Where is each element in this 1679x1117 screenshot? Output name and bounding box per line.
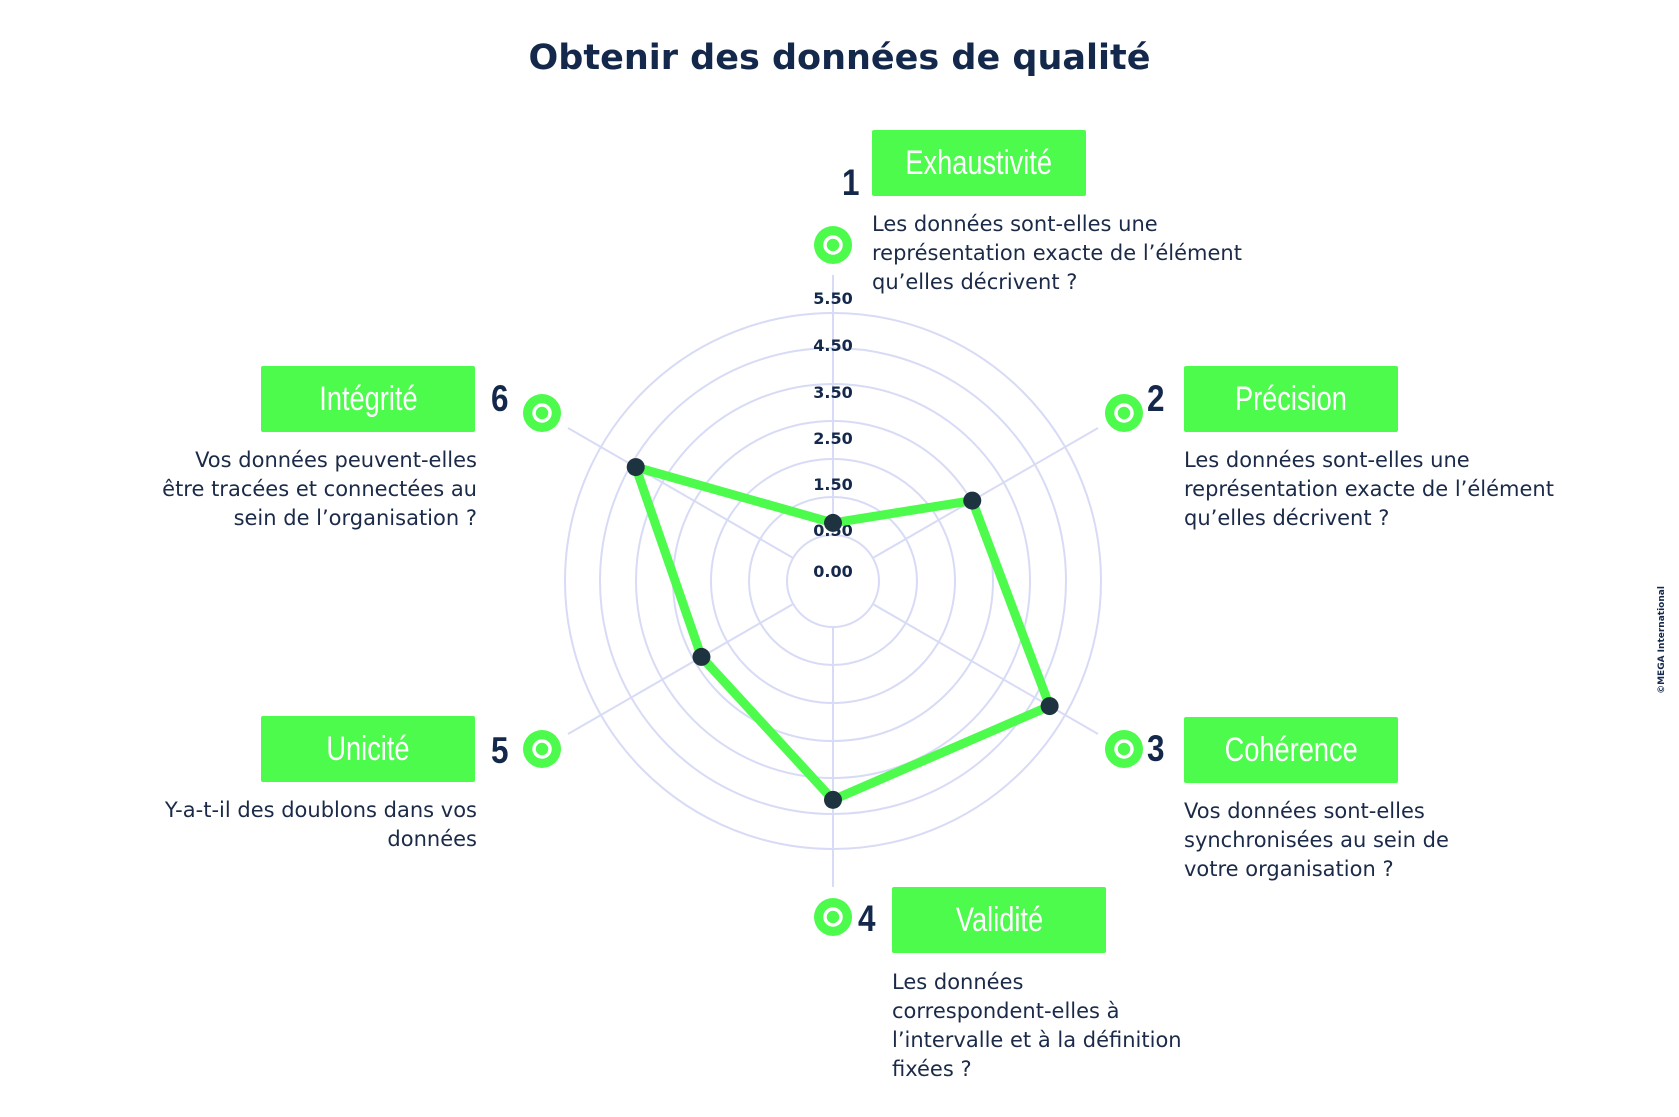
tick-label: 1.50 <box>813 475 852 494</box>
tick-label: 0.00 <box>813 562 852 581</box>
data-point-4 <box>824 790 842 809</box>
axis-marker-2-icon <box>1104 394 1143 432</box>
axis-marker-1-icon <box>814 226 852 264</box>
axis-marker-4-icon <box>814 898 852 936</box>
number-3: 3 <box>1147 728 1165 769</box>
series-points <box>626 458 1059 809</box>
number-5: 5 <box>491 730 509 771</box>
grid-spoke-2 <box>872 427 1099 559</box>
data-point-6 <box>626 458 645 477</box>
grid-spoke-6 <box>567 427 794 559</box>
data-point-5 <box>692 647 711 666</box>
tick-label: 2.50 <box>813 429 852 448</box>
question-exhaustivite: Les données sont-elles une représentatio… <box>872 212 1242 294</box>
tick-label: 5.50 <box>813 289 852 308</box>
question-unicite: Y-a-t-il des doublons dans vos données <box>164 798 477 851</box>
number-2: 2 <box>1147 378 1165 419</box>
question-integrite: Vos données peuvent-elles être tracées e… <box>162 448 477 530</box>
label-exhaustivite: Exhaustivité <box>872 130 1086 196</box>
data-point-1 <box>824 513 842 532</box>
number-4: 4 <box>858 898 876 939</box>
question-validite: Les données correspondent-elles à l’inte… <box>892 970 1182 1081</box>
label-unicite: Unicité <box>261 716 475 782</box>
number-6: 6 <box>491 378 509 419</box>
page-title: Obtenir des données de qualité <box>528 38 1151 78</box>
number-1: 1 <box>842 162 860 203</box>
label-integrite: Intégrité <box>261 366 475 432</box>
question-coherence: Vos données sont-elles synchronisées au … <box>1184 799 1449 881</box>
grid-spoke-5 <box>567 603 794 735</box>
copyright-text: ©MEGA International <box>1657 586 1667 694</box>
axis-marker-3-icon <box>1104 730 1143 768</box>
tick-label: 4.50 <box>813 336 852 355</box>
axis-marker-6-icon <box>523 394 562 432</box>
axis-marker-5-icon <box>523 730 562 768</box>
grid-ring-1 <box>786 534 880 628</box>
series-line <box>631 462 1055 805</box>
data-point-2 <box>963 491 982 510</box>
label-validite: Validité <box>892 887 1106 953</box>
tick-label: 3.50 <box>813 383 852 402</box>
axis-markers <box>523 226 1143 936</box>
question-precision: Les données sont-elles une représentatio… <box>1184 448 1554 530</box>
data-point-3 <box>1040 697 1059 716</box>
label-coherence: Cohérence <box>1184 717 1398 783</box>
label-precision: Précision <box>1184 366 1398 432</box>
grid-spoke-3 <box>872 603 1099 735</box>
grid-spokes <box>567 275 1099 887</box>
